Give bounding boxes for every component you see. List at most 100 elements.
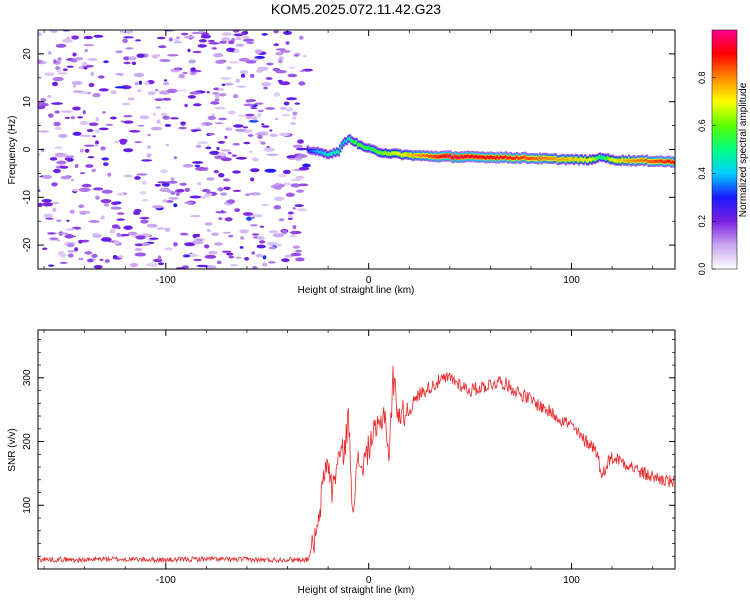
noise-blob: [134, 81, 139, 86]
noise-blob: [52, 208, 57, 212]
noise-blob: [40, 98, 47, 102]
noise-blob: [231, 154, 237, 157]
noise-blob: [227, 110, 236, 115]
signal-track-cell: [602, 156, 605, 159]
noise-blob: [38, 59, 43, 64]
noise-blob: [123, 56, 131, 61]
noise-blob: [127, 120, 134, 124]
signal-track-cell: [374, 149, 378, 152]
signal-track-cell: [483, 156, 486, 159]
noise-blob: [235, 78, 240, 83]
noise-blob: [192, 50, 202, 54]
noise-blob: [149, 237, 159, 240]
noise-blob: [252, 265, 258, 269]
colorbar-frame: [711, 29, 738, 270]
signal-track-cell: [345, 140, 348, 143]
snr-x-label: Height of straight line (km): [298, 585, 415, 596]
noise-blob: [170, 177, 175, 182]
signal-track-cell: [496, 155, 499, 159]
noise-blob: [134, 209, 142, 213]
noise-blob: [48, 51, 52, 55]
noise-blob: [100, 146, 106, 151]
noise-blob: [206, 91, 210, 94]
noise-blob: [83, 35, 93, 40]
noise-blob: [91, 168, 97, 173]
noise-blob: [285, 192, 295, 197]
signal-track-cell: [628, 158, 631, 161]
noise-blob: [72, 90, 84, 93]
noise-blob: [123, 114, 133, 118]
noise-blob: [79, 121, 89, 125]
signal-track-cell: [507, 156, 511, 160]
noise-blob: [228, 40, 235, 45]
noise-blob: [273, 186, 282, 190]
noise-blob: [162, 199, 168, 203]
noise-blob: [218, 173, 225, 178]
noise-blob: [298, 183, 309, 187]
signal-track-cell: [395, 151, 399, 155]
noise-blob: [146, 153, 152, 158]
noise-blob: [207, 115, 216, 121]
signal-track-cell: [472, 154, 475, 158]
noise-blob: [56, 232, 69, 235]
noise-blob: [275, 70, 287, 74]
noise-blob: [77, 116, 83, 119]
noise-blob: [228, 234, 234, 238]
signal-track-cell: [561, 157, 564, 161]
noise-blob: [99, 258, 104, 261]
signal-track-cell: [660, 159, 663, 163]
signal-track-cell: [467, 154, 470, 158]
signal-track-cell: [652, 160, 655, 164]
signal-track-cell: [519, 157, 522, 161]
noise-blob: [214, 155, 224, 160]
noise-blob: [261, 125, 270, 128]
noise-blob: [200, 124, 206, 127]
signal-track-cell: [425, 154, 428, 158]
signal-track-cell: [426, 154, 430, 157]
noise-blob: [299, 70, 306, 73]
noise-blob: [290, 178, 302, 181]
noise-blob: [245, 99, 252, 103]
noise-blob: [69, 209, 75, 214]
noise-blob: [134, 141, 142, 144]
noise-blob: [206, 228, 211, 233]
noise-blob: [134, 252, 147, 257]
noise-blob: [221, 250, 232, 253]
noise-blob: [84, 144, 95, 147]
signal-track-cell: [503, 156, 506, 160]
noise-blob: [188, 59, 196, 64]
noise-blob: [180, 121, 186, 126]
noise-blob: [101, 157, 109, 161]
noise-blob: [251, 251, 256, 255]
noise-blob: [164, 227, 171, 232]
colorbar-label: Normalized spectral amplitude: [738, 82, 749, 217]
noise-blob: [292, 116, 297, 120]
signal-track-cell: [308, 149, 311, 152]
noise-blob: [103, 203, 110, 207]
noise-blob: [170, 117, 180, 120]
noise-blob: [256, 236, 265, 240]
signal-track-cell: [316, 149, 319, 152]
signal-track-cell: [621, 158, 624, 161]
noise-blob: [290, 183, 301, 188]
noise-blob: [293, 54, 300, 57]
signal-track-cell: [610, 158, 613, 162]
noise-blob: [235, 128, 246, 132]
noise-blob: [166, 88, 178, 94]
noise-blob: [251, 216, 255, 219]
noise-blob: [79, 148, 84, 153]
noise-blob: [226, 199, 236, 204]
noise-blob: [292, 207, 297, 210]
signal-track-cell: [642, 159, 645, 163]
noise-blob: [194, 164, 200, 168]
noise-blob: [288, 214, 293, 219]
signal-track-cell: [572, 158, 576, 162]
noise-blob: [166, 54, 179, 57]
noise-blob: [295, 257, 305, 262]
signal-track-cell: [405, 153, 408, 156]
signal-track-cell: [545, 156, 548, 160]
noise-blob: [184, 242, 196, 247]
signal-track-cell: [446, 154, 449, 158]
signal-track-cell: [590, 158, 593, 162]
signal-track-cell: [563, 157, 566, 161]
